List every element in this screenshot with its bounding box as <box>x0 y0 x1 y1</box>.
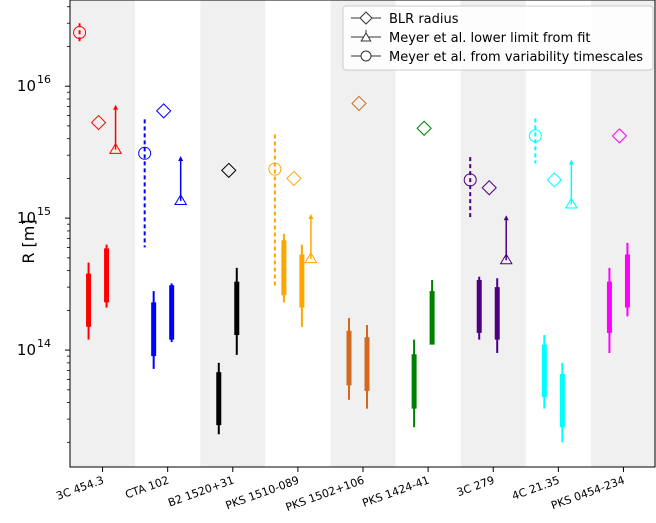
radius-box <box>364 337 370 391</box>
variability-marker <box>528 129 542 143</box>
radius-box <box>476 279 482 333</box>
y-tick-exponent: 15 <box>37 205 51 218</box>
radius-box <box>559 373 565 428</box>
radius-box <box>411 354 417 409</box>
blr-radius-marker <box>546 172 563 188</box>
x-tick-label: PKS 1424-41 <box>361 474 432 510</box>
lower-limit-arrowhead <box>503 215 509 221</box>
radius-box <box>624 254 630 308</box>
y-tick-label: 10 <box>17 341 36 359</box>
x-tick-label: CTA 102 <box>123 474 170 502</box>
radius-box <box>299 254 305 308</box>
variability-marker <box>73 26 87 40</box>
y-tick-label: 10 <box>17 77 36 95</box>
shaded-band <box>200 0 266 467</box>
lower-limit-marker <box>499 253 513 265</box>
radius-box <box>234 281 240 336</box>
shaded-band <box>590 0 656 467</box>
lower-limit-marker <box>108 142 123 154</box>
y-tick-exponent: 16 <box>37 73 51 86</box>
legend-entry-label: Meyer et al. lower limit from fit <box>389 31 591 46</box>
x-tick-label: 3C 454.3 <box>54 474 105 503</box>
y-tick-exponent: 14 <box>37 337 51 350</box>
radius-box <box>281 240 287 296</box>
shaded-band <box>460 0 526 467</box>
radius-box <box>346 330 352 386</box>
lower-limit-marker <box>174 193 188 206</box>
radius-box <box>429 291 435 345</box>
legend-diamond-icon <box>359 11 373 25</box>
radius-box <box>169 285 175 340</box>
blr-radius-marker <box>286 170 302 187</box>
legend-entry-label: BLR radius <box>389 12 459 27</box>
blr-radius-marker <box>351 95 367 112</box>
legend-box <box>342 5 654 71</box>
x-tick-label: PKS 0454-234 <box>549 474 626 513</box>
radius-box <box>541 344 547 398</box>
lower-limit-arrowhead <box>568 159 574 165</box>
blr-radius-marker <box>221 162 237 179</box>
lower-limit-arrowhead <box>113 104 119 110</box>
legend: BLR radius Meyer et al. lower limit from … <box>342 5 654 71</box>
radius-box <box>86 273 92 327</box>
data-marks <box>73 23 630 443</box>
lower-limit-arrowhead <box>178 155 184 161</box>
radius-box <box>606 281 612 333</box>
variability-marker <box>463 173 477 187</box>
lower-limit-marker <box>304 252 318 264</box>
blr-radius-marker <box>481 180 497 196</box>
blr-radius-marker <box>155 103 172 119</box>
y-axis-title: R [m] <box>19 219 38 263</box>
variability-marker <box>268 162 282 176</box>
blr-radius-marker <box>90 114 107 131</box>
radius-box <box>151 302 157 357</box>
blr-radius-marker <box>416 120 432 136</box>
blr-radius-marker <box>611 128 628 144</box>
radius-box <box>494 287 500 340</box>
legend-triangle-icon <box>360 32 372 42</box>
lower-limit-arrowhead <box>308 214 314 220</box>
radius-box <box>104 248 110 303</box>
legend-circle-icon <box>360 50 372 62</box>
variability-marker <box>138 146 152 160</box>
category-bands <box>70 0 656 467</box>
legend-entry-label: Meyer et al. from variability timescales <box>389 50 643 65</box>
radius-box <box>216 372 222 426</box>
y-tick-label: 10 <box>17 209 36 227</box>
x-tick-label: 3C 279 <box>455 474 496 500</box>
lower-limit-marker <box>564 197 578 209</box>
shaded-band <box>330 0 396 467</box>
shaded-band <box>70 0 136 467</box>
